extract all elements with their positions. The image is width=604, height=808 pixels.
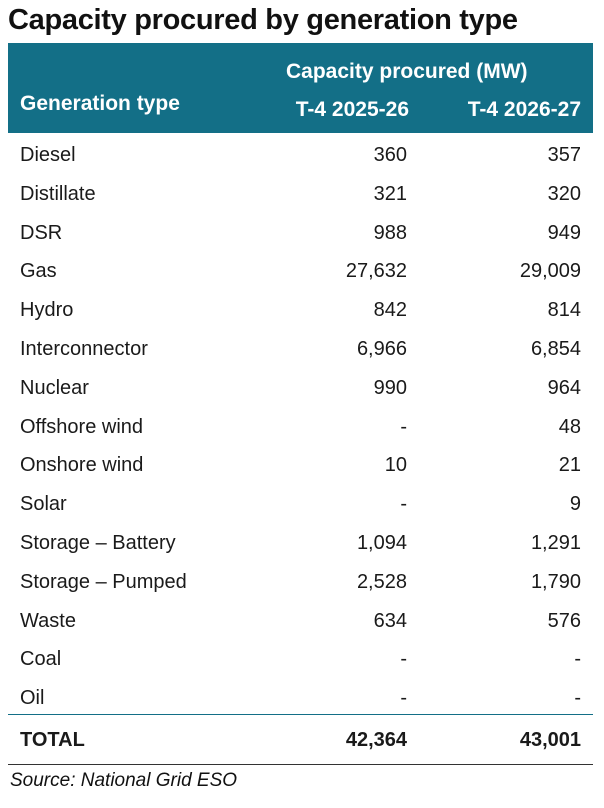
row-value-2026: 21 <box>558 454 581 477</box>
table-row: Distillate 321 320 <box>8 176 593 215</box>
row-value-2026: 48 <box>558 415 581 438</box>
row-value-2026: 320 <box>547 182 581 205</box>
table-row: Storage – Battery 1,094 1,291 <box>8 525 593 564</box>
total-label: TOTAL <box>20 729 85 751</box>
table-row: Nuclear 990 964 <box>8 370 593 409</box>
header-generation-type: Generation type <box>20 92 180 115</box>
row-value-2026: 1,790 <box>530 570 581 593</box>
row-value-2026: 9 <box>569 493 581 516</box>
table-row: Coal - - <box>8 641 593 680</box>
table-body: Diesel 360 357 Distillate 321 320 DSR 98… <box>8 137 593 719</box>
row-value-2025: - <box>400 648 407 671</box>
row-value-2026: 576 <box>547 609 581 632</box>
total-divider <box>8 714 593 715</box>
table-row: Diesel 360 357 <box>8 137 593 176</box>
row-value-2026: 1,291 <box>530 531 581 554</box>
source-note: Source: National Grid ESO <box>10 770 238 791</box>
total-value-2025: 42,364 <box>345 729 407 751</box>
row-value-2025: 1,094 <box>356 531 407 554</box>
row-value-2026: - <box>574 648 581 671</box>
row-generation-type: Diesel <box>20 144 76 166</box>
table-row: Gas 27,632 29,009 <box>8 253 593 292</box>
row-generation-type: Coal <box>20 648 62 671</box>
table-row: Solar - 9 <box>8 486 593 525</box>
row-generation-type: Waste <box>20 609 76 632</box>
row-value-2025: 990 <box>373 376 407 399</box>
row-value-2026: 6,854 <box>530 337 581 360</box>
row-value-2025: 2,528 <box>356 570 407 593</box>
row-value-2025: 321 <box>373 182 407 205</box>
row-value-2026: 29,009 <box>519 260 581 283</box>
row-generation-type: Interconnector <box>20 337 148 360</box>
row-generation-type: Storage – Pumped <box>20 570 187 593</box>
header-t4-2025-26: T-4 2025-26 <box>295 98 409 121</box>
row-value-2025: - <box>400 415 407 438</box>
row-value-2026: 964 <box>547 376 581 399</box>
row-generation-type: Distillate <box>20 182 96 205</box>
row-generation-type: Gas <box>20 260 57 283</box>
total-row: TOTAL 42,364 43,001 <box>8 722 593 762</box>
row-value-2025: 10 <box>384 454 407 477</box>
row-value-2026: 357 <box>547 144 581 166</box>
header-t4-2026-27: T-4 2026-27 <box>467 98 581 121</box>
row-value-2026: 949 <box>547 221 581 244</box>
table-row: Oil - - <box>8 680 593 719</box>
table-row: Offshore wind - 48 <box>8 409 593 448</box>
table-header: Capacity procured (MW) Generation type T… <box>8 43 593 133</box>
table-row: Interconnector 6,966 6,854 <box>8 331 593 370</box>
table-row: Storage – Pumped 2,528 1,790 <box>8 564 593 603</box>
row-value-2025: 27,632 <box>345 260 407 283</box>
row-generation-type: Offshore wind <box>20 415 144 438</box>
row-generation-type: Nuclear <box>20 376 89 399</box>
table-row: Onshore wind 10 21 <box>8 447 593 486</box>
row-value-2026: 814 <box>547 299 581 322</box>
row-value-2025: 6,966 <box>356 337 407 360</box>
row-value-2025: 634 <box>373 609 407 632</box>
table-row: Hydro 842 814 <box>8 292 593 331</box>
row-generation-type: Hydro <box>20 299 74 322</box>
row-generation-type: Storage – Battery <box>20 531 176 554</box>
table-bottom-rule <box>8 764 593 765</box>
row-value-2025: 360 <box>373 144 407 166</box>
row-generation-type: Oil <box>20 687 45 710</box>
header-group-label: Capacity procured (MW) <box>286 60 528 83</box>
table-row: DSR 988 949 <box>8 215 593 254</box>
row-generation-type: DSR <box>20 221 63 244</box>
total-value-2026: 43,001 <box>519 729 581 751</box>
page-title: Capacity procured by generation type <box>8 4 518 36</box>
row-generation-type: Solar <box>20 493 67 516</box>
row-generation-type: Onshore wind <box>20 454 144 477</box>
row-value-2025: 988 <box>373 221 407 244</box>
row-value-2026: - <box>574 687 581 710</box>
row-value-2025: - <box>400 493 407 516</box>
table-row: Waste 634 576 <box>8 603 593 642</box>
row-value-2025: 842 <box>373 299 407 322</box>
row-value-2025: - <box>400 687 407 710</box>
